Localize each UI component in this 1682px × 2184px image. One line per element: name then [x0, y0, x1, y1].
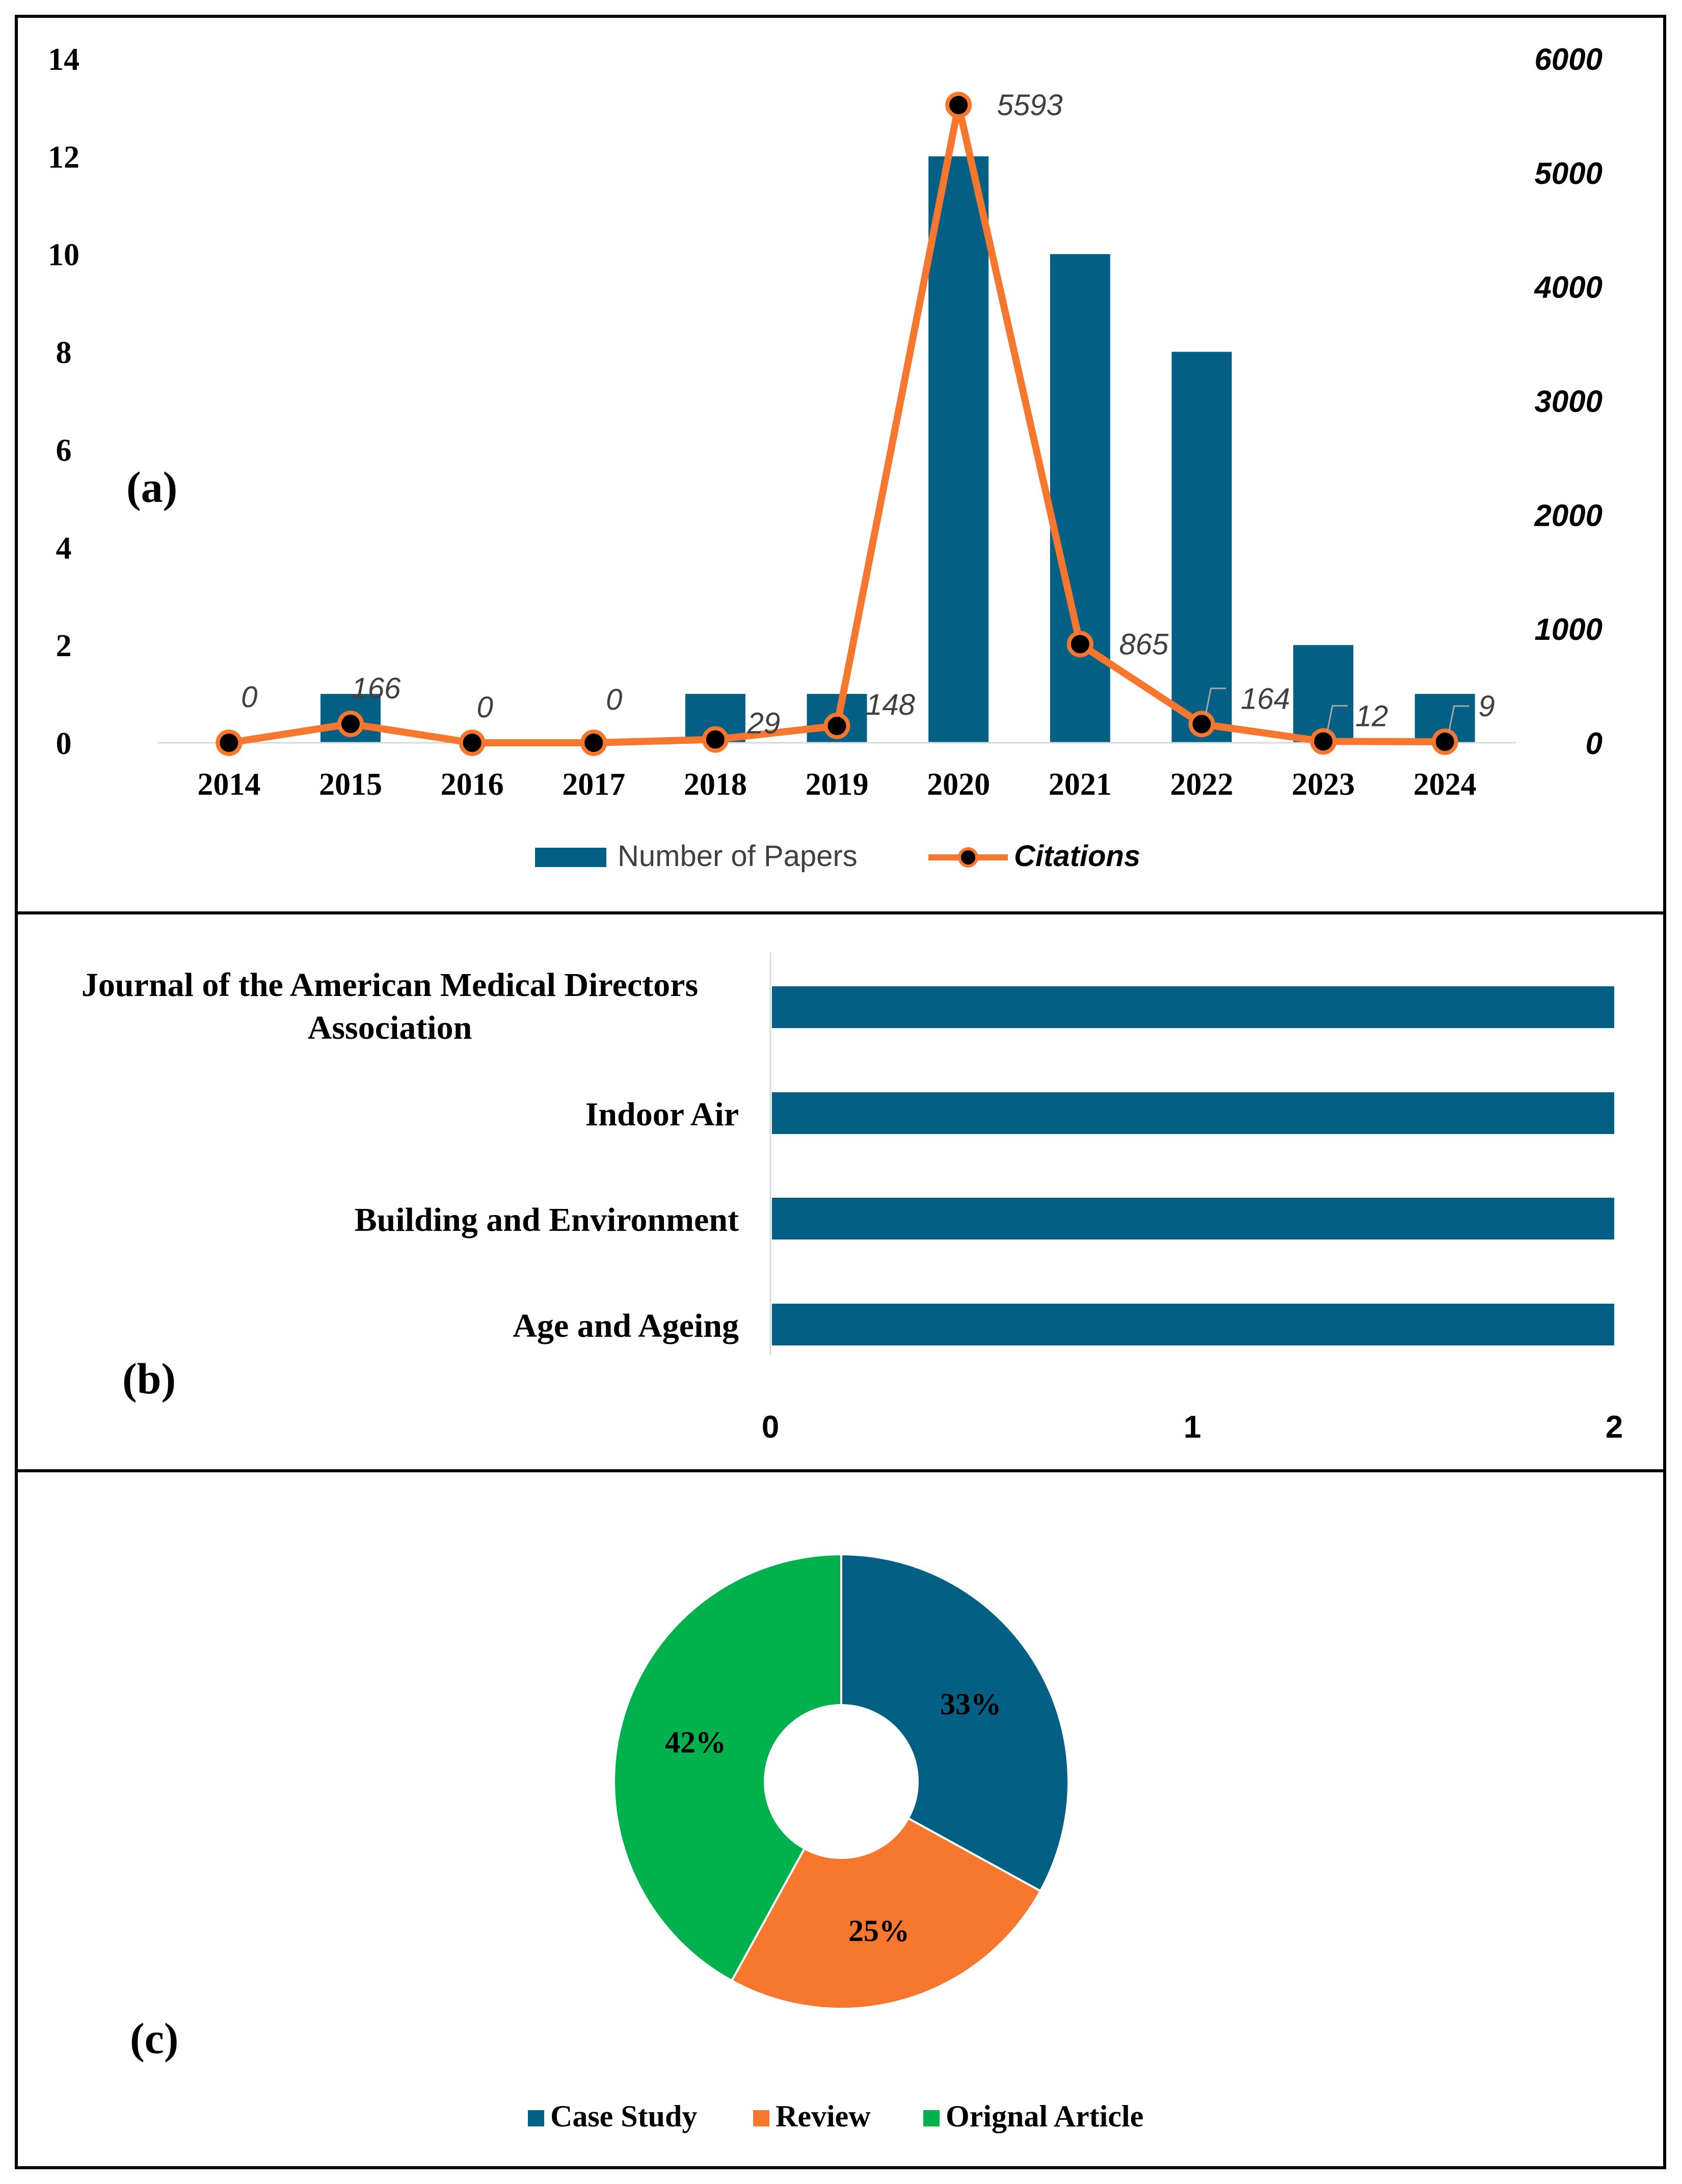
y-right-tick-label: 4000 [1534, 271, 1603, 305]
pie-slice-label: 42% [665, 1725, 726, 1759]
legend-swatch-number-of-papers [535, 848, 606, 867]
data-label-citations: 9 [1479, 690, 1495, 723]
legend-label: Case Study [550, 2099, 697, 2133]
pie-slice-label: 25% [848, 1914, 910, 1948]
y-right-tick-label: 1000 [1535, 612, 1603, 646]
legend-swatch [528, 2110, 544, 2126]
data-label-citations: 12 [1355, 699, 1389, 733]
y-right-tick-label: 6000 [1535, 42, 1603, 76]
point-citations [823, 712, 850, 739]
point-citations [580, 730, 607, 756]
point-citations [1066, 631, 1093, 658]
data-label-leader [1326, 705, 1348, 732]
pie-slice [730, 1817, 1042, 2010]
panel-b-chart: Journal of the American Medical Director… [82, 953, 1623, 1445]
data-label-leader [1448, 705, 1470, 732]
y-right-tick-label: 0 [1586, 726, 1603, 761]
bar-number-of-papers [928, 156, 989, 743]
data-label-citations: 0 [606, 683, 622, 716]
x-tick-label: 2018 [684, 767, 747, 802]
pie-slice [613, 1553, 842, 1982]
data-label-citations: 148 [866, 688, 915, 721]
x-tick-label: 2017 [562, 767, 625, 802]
x-tick-label: 2024 [1413, 767, 1477, 802]
x-tick-label: 2016 [441, 767, 504, 802]
legend-label: Review [776, 2099, 871, 2133]
y-left-tick-label: 6 [56, 433, 72, 468]
y-right-tick-label: 3000 [1535, 385, 1603, 419]
bar-journal [772, 1092, 1614, 1134]
x-tick-label: 2020 [927, 767, 990, 802]
bar-number-of-papers [1171, 352, 1232, 743]
data-label-citations: 865 [1119, 628, 1169, 661]
legend-swatch [923, 2110, 940, 2126]
point-citations [945, 92, 972, 119]
data-label-citations: 0 [476, 691, 493, 724]
data-label-citations: 5593 [997, 89, 1063, 122]
category-label: Journal of the American Medical Director… [82, 966, 698, 1004]
x-tick-label: 2022 [1170, 767, 1233, 802]
point-citations [1188, 711, 1215, 738]
x-tick-label: 1 [1184, 1410, 1201, 1445]
x-tick-label: 2015 [319, 767, 382, 802]
panel-label-a: (a) [126, 463, 177, 511]
y-left-tick-label: 2 [56, 629, 72, 663]
y-right-tick-label: 5000 [1535, 156, 1603, 191]
point-citations [702, 726, 729, 753]
data-label-leader [1205, 687, 1226, 714]
data-label-citations: 0 [241, 681, 257, 714]
data-label-citations: 29 [747, 707, 781, 740]
y-left-tick-label: 0 [56, 726, 72, 761]
x-tick-label: 2023 [1292, 767, 1355, 802]
panel-c-frame [15, 1469, 1666, 2169]
point-citations [459, 730, 486, 756]
pie-slice [840, 1553, 1070, 1893]
bar-number-of-papers [1293, 645, 1354, 743]
bar-number-of-papers [1050, 254, 1110, 743]
legend-swatch [753, 2110, 769, 2126]
data-label-citations: 166 [352, 672, 402, 705]
panel-c-chart: 33% 25% 42% Case Study Review Orignal Article… [130, 1553, 1143, 2133]
x-tick-label: 2019 [806, 767, 869, 802]
y-left-tick-label: 4 [56, 531, 72, 565]
x-tick-label: 2021 [1049, 767, 1112, 802]
legend-label-number-of-papers: Number of Papers [618, 840, 858, 873]
category-label: Indoor Air [585, 1096, 739, 1133]
line-citations [228, 101, 1445, 746]
point-citations [337, 710, 364, 737]
y-right-tick-label: 2000 [1534, 498, 1603, 532]
bar-journal [772, 1198, 1614, 1239]
x-tick-label: 2014 [197, 767, 260, 802]
legend-label: Orignal Article [946, 2099, 1143, 2133]
category-label: Association [308, 1009, 472, 1046]
y-left-tick-label: 8 [56, 336, 72, 370]
x-tick-label: 2 [1606, 1410, 1623, 1445]
panel-label-c: (c) [130, 2014, 178, 2063]
bar-journal [772, 986, 1614, 1028]
pie-slice-label: 33% [940, 1687, 1001, 1721]
point-citations [1431, 728, 1458, 755]
bar-journal [772, 1304, 1614, 1345]
point-citations [216, 730, 243, 756]
legend-marker-citations [958, 847, 978, 868]
panel-label-b: (b) [122, 1354, 176, 1403]
y-left-tick-label: 14 [48, 42, 79, 77]
x-tick-label: 0 [762, 1410, 779, 1445]
y-left-tick-label: 12 [48, 140, 79, 175]
legend-label-citations: Citations [1014, 840, 1140, 873]
y-left-tick-label: 10 [48, 238, 79, 273]
panel-a-chart: 0 2 4 6 8 10 12 14 0 1000 2000 3000 4000 5000 6000 2014… [48, 42, 1603, 873]
data-label-citations: 164 [1241, 682, 1290, 715]
category-label: Building and Environment [355, 1201, 739, 1238]
category-label: Age and Ageing [513, 1307, 739, 1344]
point-citations [1310, 728, 1337, 755]
